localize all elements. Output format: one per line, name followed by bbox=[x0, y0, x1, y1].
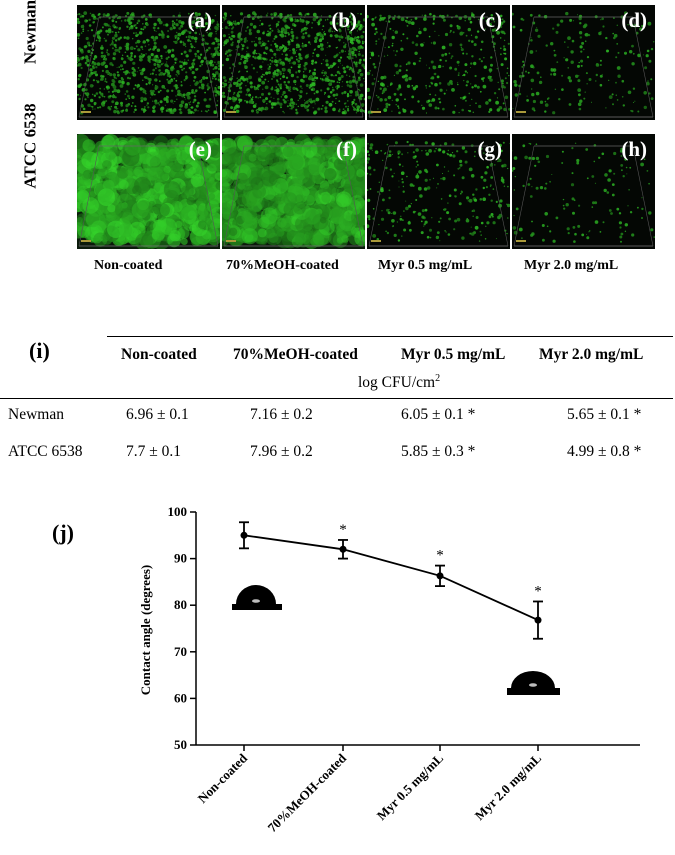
table-cell: 7.96 ± 0.2 bbox=[250, 443, 313, 460]
micrograph-panel-f: (f) bbox=[222, 134, 365, 249]
column-label-noncoated: Non-coated bbox=[94, 258, 163, 273]
row-label-atcc: ATCC 6538 bbox=[20, 103, 40, 189]
droplet-noncoated-icon bbox=[232, 585, 282, 610]
table-row-name: Newman bbox=[8, 406, 64, 423]
panel-tag: (e) bbox=[188, 137, 212, 161]
y-tick-label: 60 bbox=[174, 690, 187, 705]
significance-marker: * bbox=[339, 522, 347, 538]
x-tick-label: Myr 2.0 mg/mL bbox=[472, 750, 545, 823]
y-tick-label: 70 bbox=[174, 644, 187, 659]
table-cell: 7.7 ± 0.1 bbox=[126, 443, 182, 460]
panel-tag: (d) bbox=[621, 8, 647, 32]
panel-tag: (h) bbox=[621, 137, 647, 161]
table-header: 70%MeOH-coated bbox=[233, 346, 358, 363]
table-header: Myr 2.0 mg/mL bbox=[539, 346, 644, 363]
data-point bbox=[534, 616, 542, 624]
chart-marks: * * * bbox=[239, 521, 543, 640]
data-point bbox=[240, 531, 248, 539]
x-tick-label: Non-coated bbox=[195, 750, 251, 806]
micrograph-panel-b: (b) bbox=[222, 5, 365, 120]
table-mid-rule bbox=[0, 398, 673, 399]
panel-tag: (a) bbox=[187, 8, 213, 32]
column-label-meoh: 70%MeOH-coated bbox=[226, 258, 339, 273]
chart-axes: 50 60 70 80 90 100 Non-coated 70%MeOH-coated Myr… bbox=[168, 504, 640, 835]
data-point bbox=[339, 545, 347, 553]
y-tick-label: 50 bbox=[174, 737, 187, 752]
y-axis-label: Contact angle (degrees) bbox=[138, 565, 153, 695]
column-label-myr20: Myr 2.0 mg/mL bbox=[524, 258, 619, 273]
table-unit: log CFU/cm2 bbox=[358, 373, 441, 392]
panel-tag: (g) bbox=[477, 137, 503, 161]
significance-marker: * bbox=[534, 583, 542, 599]
table-cell: 7.16 ± 0.2 bbox=[250, 406, 313, 423]
table-cell: 5.85 ± 0.3 * bbox=[401, 443, 476, 460]
micrograph-panel-a: (a) bbox=[77, 5, 220, 120]
y-tick-label: 80 bbox=[174, 597, 187, 612]
row-label-newman: Newman bbox=[20, 0, 40, 65]
y-tick-label: 90 bbox=[174, 551, 187, 566]
contact-angle-chart: Contact angle (degrees) 50 60 70 80 90 100 Non… bbox=[138, 504, 640, 835]
series-line bbox=[243, 534, 539, 621]
table-header: Myr 0.5 mg/mL bbox=[401, 346, 506, 363]
table-cell: 6.05 ± 0.1 * bbox=[401, 406, 476, 423]
column-label-myr05: Myr 0.5 mg/mL bbox=[378, 258, 473, 273]
micrograph-panel-g: (g) bbox=[367, 134, 510, 249]
x-tick-label: Myr 0.5 mg/mL bbox=[374, 750, 447, 823]
x-tick-label: 70%MeOH-coated bbox=[264, 750, 349, 835]
significance-marker: * bbox=[436, 548, 444, 564]
panel-tag: (f) bbox=[336, 137, 357, 161]
table-top-rule bbox=[107, 336, 673, 337]
table-cell: 4.99 ± 0.8 * bbox=[567, 443, 642, 460]
micrograph-panel-c: (c) bbox=[367, 5, 510, 120]
micrograph-panel-h: (h) bbox=[512, 134, 655, 249]
table-cell: 6.96 ± 0.1 bbox=[126, 406, 189, 423]
y-tick-label: 100 bbox=[168, 504, 188, 519]
chart-panel-tag: (j) bbox=[52, 520, 74, 545]
panel-tag: (c) bbox=[478, 8, 502, 32]
table-row-name: ATCC 6538 bbox=[8, 443, 83, 460]
data-point bbox=[436, 572, 444, 580]
table-header: Non-coated bbox=[121, 346, 197, 363]
micrograph-panel-e: (e) bbox=[77, 134, 220, 249]
micrograph-panel-d: (d) bbox=[512, 5, 655, 120]
panel-tag: (b) bbox=[331, 8, 357, 32]
table-panel-tag: (i) bbox=[29, 338, 50, 363]
droplet-myr20-icon bbox=[507, 671, 560, 695]
table-cell: 5.65 ± 0.1 * bbox=[567, 406, 642, 423]
